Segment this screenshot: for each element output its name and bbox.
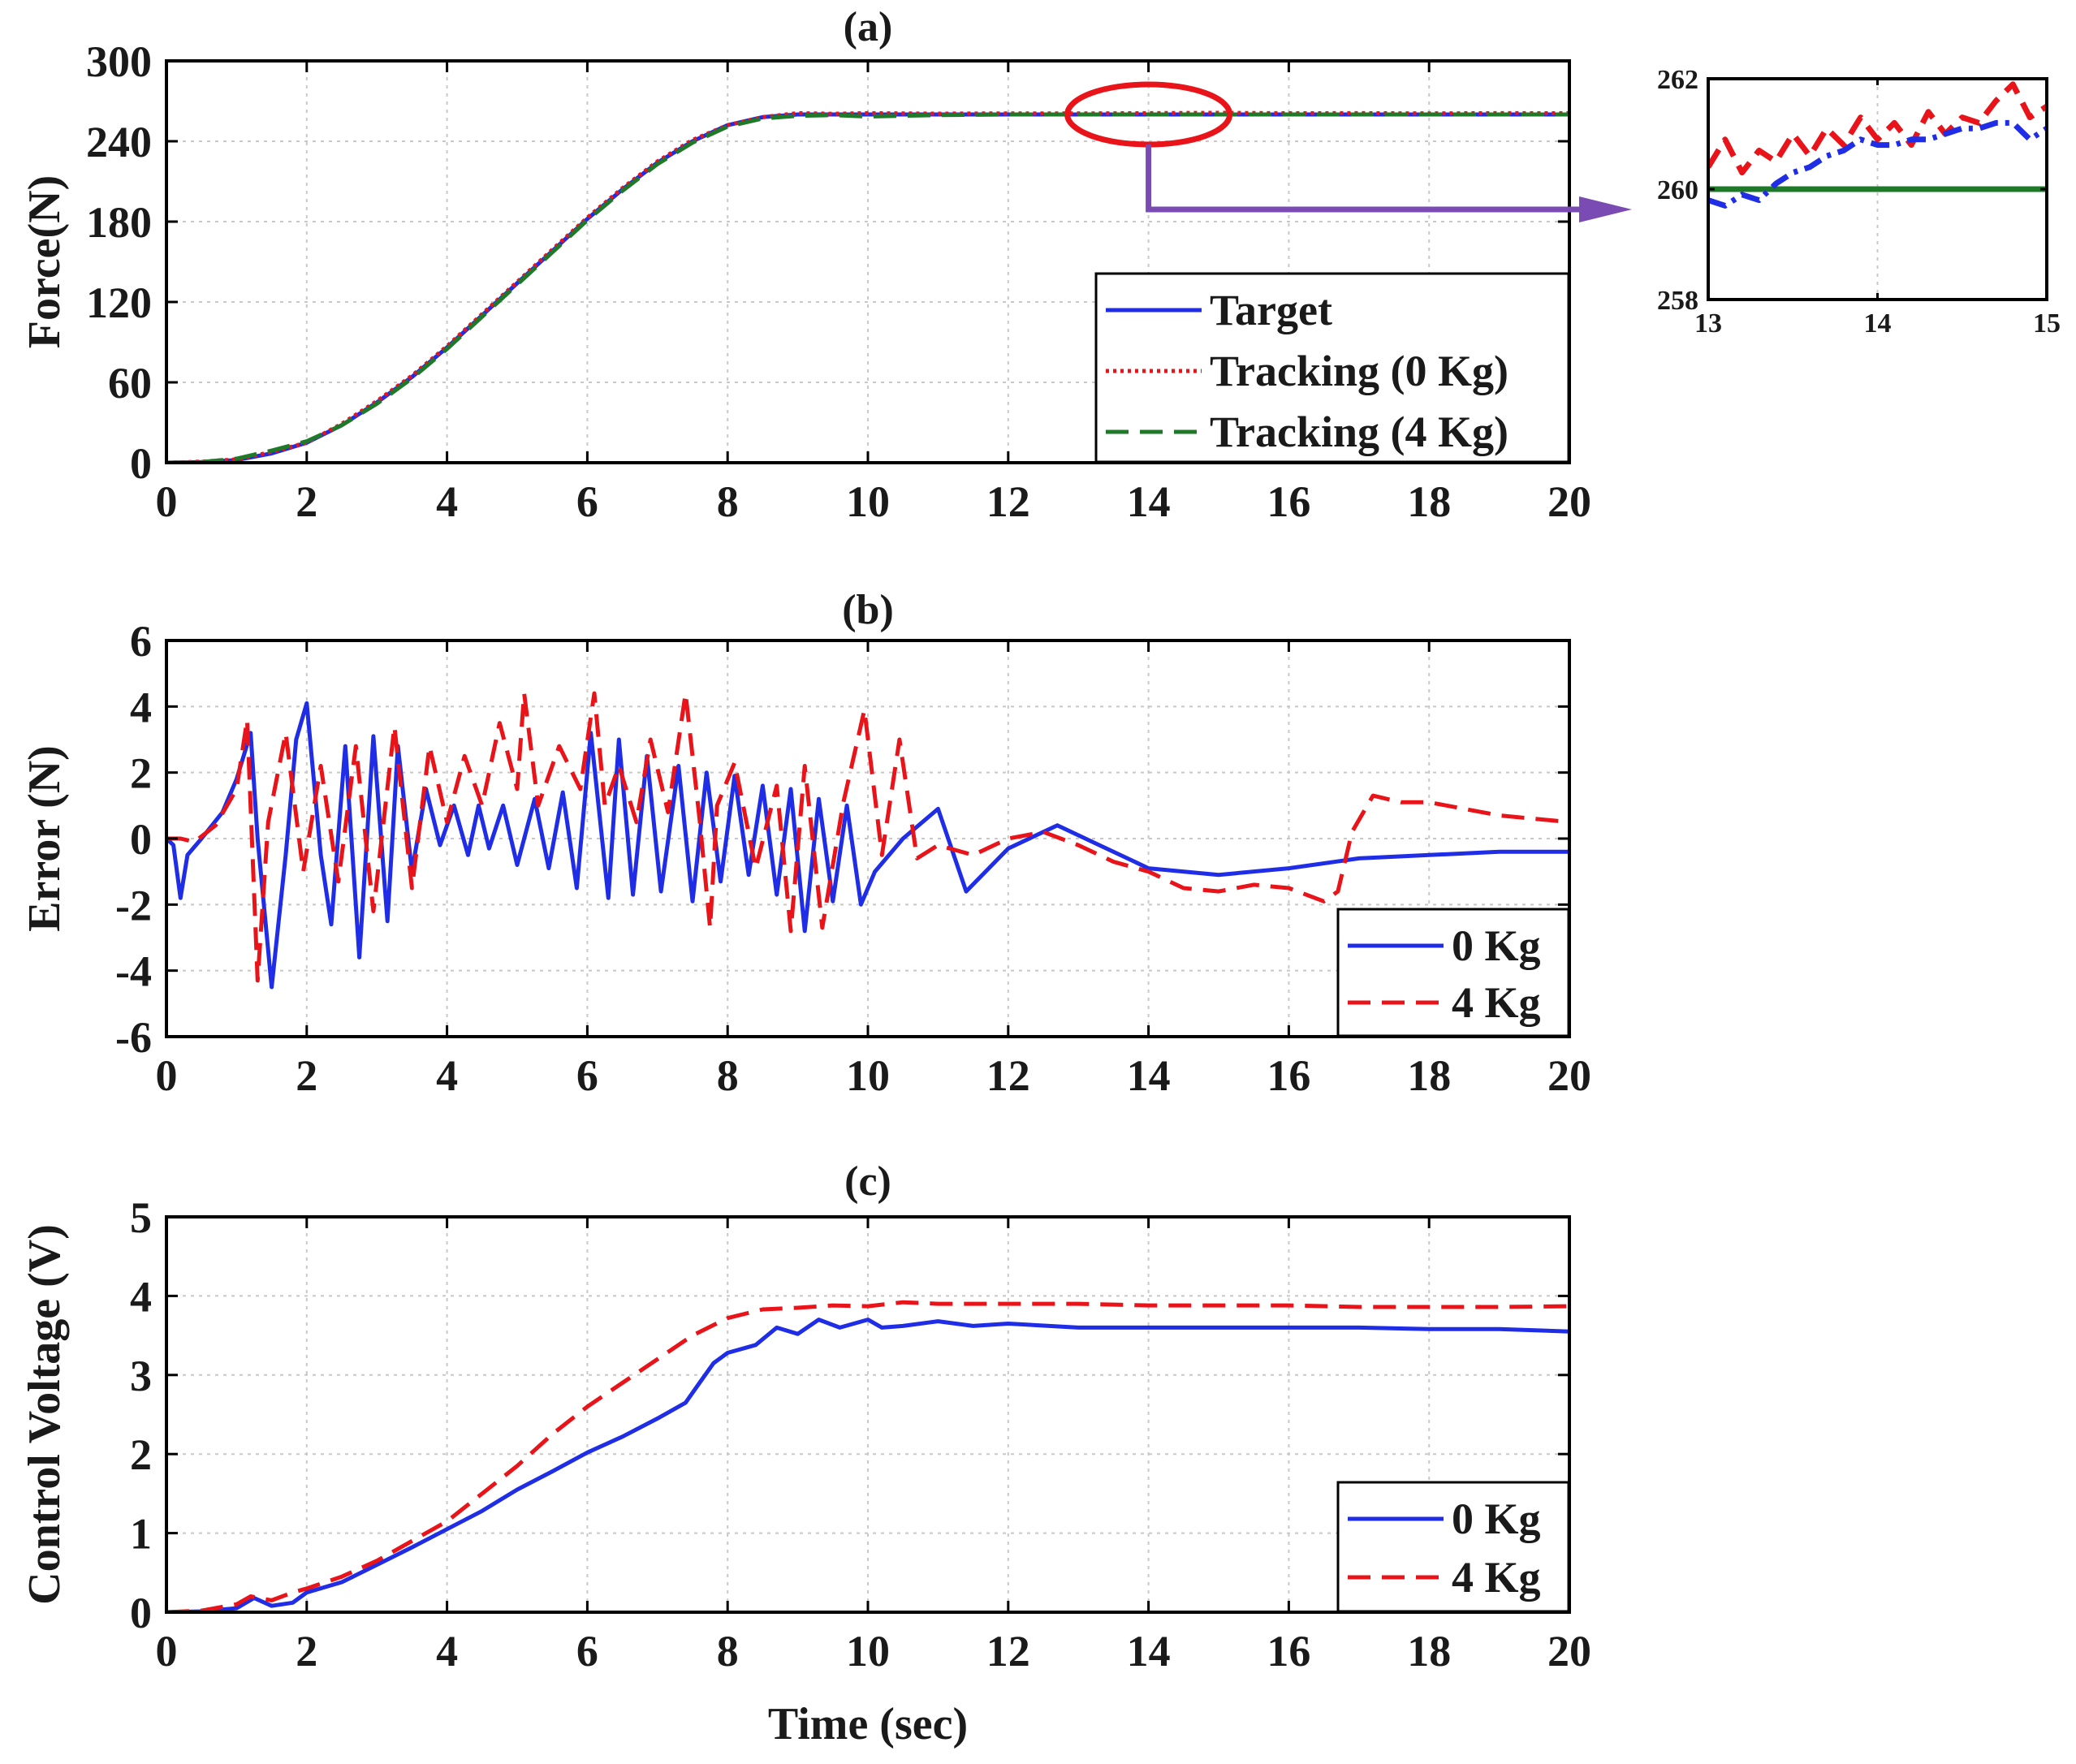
x-tick-label: 4	[436, 1627, 458, 1676]
series-line-0-kg	[166, 1318, 1569, 1612]
y-tick-label: -2	[115, 881, 152, 929]
x-tick-label: 12	[986, 1051, 1030, 1100]
series-line-tracking-0-kg	[1708, 81, 2047, 176]
x-tick-label: 0	[156, 477, 178, 526]
legend: 0 Kg 4 Kg	[1336, 908, 1570, 1037]
series-line-4-kg	[166, 1300, 1569, 1612]
legend: 0 Kg 4 Kg	[1336, 1481, 1570, 1613]
y-tick-label: 1	[130, 1510, 152, 1559]
x-tick-label: 16	[1267, 1051, 1310, 1100]
x-tick-label: 14	[1864, 308, 1892, 339]
y-tick-label: 3	[130, 1352, 152, 1400]
y-tick-label: 0	[130, 1589, 152, 1637]
chart-panel-b: 0 2 4 6 8 10 12 14 16 18 20 -6 -4 -2 0 2 4 6 (b) Error (N) 0…	[19, 587, 1591, 1100]
y-tick-label: 258	[1657, 286, 1698, 316]
x-tick-label: 8	[717, 1627, 739, 1676]
series-line-tracking-4-kg	[166, 112, 1569, 463]
x-axis-label: Time (sec)	[768, 1699, 968, 1749]
y-tick-label: 180	[86, 198, 152, 247]
x-tick-label: 13	[1694, 308, 1722, 339]
legend-box	[1336, 1481, 1570, 1613]
x-tick-label: 12	[986, 477, 1030, 526]
y-axis-label: Error (N)	[19, 745, 70, 932]
x-tick-label: 0	[156, 1051, 178, 1100]
x-tick-label: 16	[1267, 1627, 1310, 1676]
x-tick-label: 6	[576, 1051, 598, 1100]
x-tick-label: 14	[1127, 1627, 1171, 1676]
x-tick-label: 8	[717, 477, 739, 526]
legend-label: 0 Kg	[1452, 921, 1541, 970]
x-tick-label: 6	[576, 1627, 598, 1676]
x-tick-label: 16	[1267, 477, 1310, 526]
chart-panel-a-inset: 13 14 15 258 260 262	[1657, 65, 2061, 339]
x-tick-label: 10	[846, 477, 890, 526]
legend: Target Tracking (0 Kg) Tracking (4 Kg)	[1094, 272, 1570, 464]
x-tick-label: 6	[576, 477, 598, 526]
y-tick-label: 0	[130, 439, 152, 488]
x-tick-label: 20	[1547, 477, 1591, 526]
x-tick-label: 4	[436, 1051, 458, 1100]
x-tick-label: 18	[1407, 477, 1451, 526]
y-axis-label: Control Voltage (V)	[19, 1224, 70, 1605]
y-tick-label: 2	[130, 749, 152, 798]
zoom-annotation	[1064, 81, 1632, 222]
grid-lines	[166, 640, 1569, 1037]
y-tick-label: 262	[1657, 65, 1698, 95]
y-tick-label: 4	[130, 683, 152, 731]
legend-label: Target	[1210, 286, 1332, 334]
x-tick-label: 14	[1127, 1051, 1171, 1100]
x-tick-label: 12	[986, 1627, 1030, 1676]
series-line-0-kg	[166, 701, 1569, 990]
legend-label: 0 Kg	[1452, 1494, 1541, 1543]
legend-box	[1336, 908, 1570, 1037]
chart-title: (a)	[844, 4, 893, 50]
y-tick-label: 60	[108, 359, 152, 408]
x-tick-label: 2	[296, 1051, 317, 1100]
y-tick-label: 2	[130, 1430, 152, 1479]
y-tick-label: 0	[130, 815, 152, 864]
y-axis-label: Force(N)	[19, 175, 70, 349]
x-tick-label: 10	[846, 1627, 890, 1676]
x-tick-label: 4	[436, 477, 458, 526]
x-tick-label: 18	[1407, 1627, 1451, 1676]
y-tick-label: 260	[1657, 175, 1698, 205]
y-tick-label: 5	[130, 1193, 152, 1242]
series-line-4-kg	[166, 691, 1569, 983]
chart-title: (b)	[842, 587, 894, 633]
y-tick-label: 300	[86, 37, 152, 86]
chart-panel-a: 0 2 4 6 8 10 12 14 16 18 20 0 60 120 180 240 300 (a) Force…	[19, 4, 1591, 526]
zoom-arrowhead	[1579, 196, 1632, 222]
y-tick-label: -6	[115, 1013, 152, 1062]
x-tick-label: 15	[2033, 308, 2061, 339]
x-tick-label: 20	[1547, 1051, 1591, 1100]
y-tick-label: 6	[130, 617, 152, 666]
chart-title: (c)	[844, 1158, 891, 1205]
legend-label: Tracking (0 Kg)	[1210, 347, 1508, 395]
series-line-tracking-4-kg	[1708, 119, 2047, 209]
y-tick-label: 4	[130, 1272, 152, 1321]
grid-lines	[166, 1217, 1569, 1612]
zoom-connector-line	[1146, 144, 1583, 213]
x-tick-label: 0	[156, 1627, 178, 1676]
legend-label: Tracking (4 Kg)	[1210, 408, 1508, 456]
x-tick-label: 8	[717, 1051, 739, 1100]
y-tick-label: 120	[86, 278, 152, 327]
y-tick-label: 240	[86, 118, 152, 166]
x-tick-label: 18	[1407, 1051, 1451, 1100]
legend-label: 4 Kg	[1452, 978, 1541, 1027]
x-tick-label: 2	[296, 1627, 317, 1676]
x-tick-label: 20	[1547, 1627, 1591, 1676]
x-tick-label: 2	[296, 477, 317, 526]
x-tick-label: 14	[1127, 477, 1171, 526]
y-tick-label: -4	[115, 947, 152, 996]
x-tick-label: 10	[846, 1051, 890, 1100]
legend-label: 4 Kg	[1452, 1553, 1541, 1602]
